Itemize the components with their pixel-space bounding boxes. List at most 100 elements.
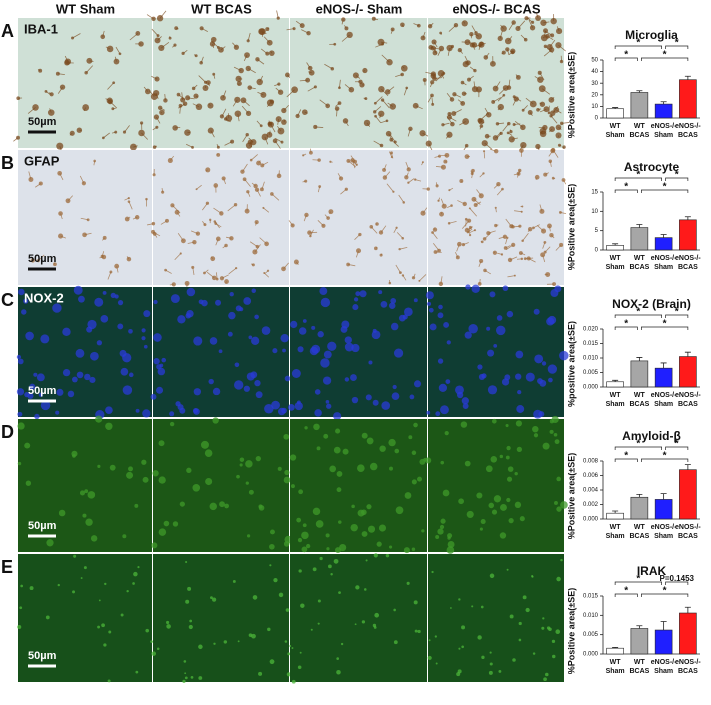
cell — [388, 302, 396, 309]
chart-title: Astrocyte — [624, 160, 680, 174]
cell-process — [154, 233, 158, 238]
cell — [62, 368, 71, 377]
cell — [511, 20, 516, 25]
cell-process — [432, 232, 438, 239]
significance-bracket — [614, 314, 662, 318]
cell — [458, 598, 461, 601]
cell-process — [459, 121, 466, 126]
cell — [518, 621, 522, 626]
cell-process — [330, 161, 333, 163]
cell-process — [462, 82, 467, 86]
cell — [271, 400, 280, 410]
cell-process — [561, 122, 570, 124]
cell-process — [248, 145, 253, 147]
cell-process — [415, 105, 423, 110]
cell-process — [449, 116, 457, 122]
cell-process — [277, 126, 282, 132]
cell-process — [549, 39, 556, 48]
cell-process — [206, 271, 215, 279]
cell-process — [297, 109, 302, 117]
x-tick-label: eNOS-/- — [651, 123, 677, 130]
x-tick-label: BCAS — [678, 401, 698, 408]
cell — [186, 287, 196, 297]
cell-process — [49, 108, 52, 113]
cell — [277, 466, 282, 471]
cell — [254, 314, 259, 320]
cell — [479, 527, 483, 531]
cell — [351, 504, 355, 509]
cell-process — [507, 275, 515, 278]
cell — [248, 489, 254, 495]
cell — [18, 288, 25, 296]
cell — [372, 623, 377, 628]
cell-process — [89, 60, 94, 62]
cell — [192, 483, 201, 492]
cell — [393, 608, 396, 612]
cell — [464, 331, 472, 339]
cell-process — [541, 88, 551, 95]
x-tick-label: Sham — [654, 132, 673, 139]
cell-process — [454, 93, 462, 98]
cell — [223, 640, 228, 644]
cell — [335, 428, 341, 434]
cell — [518, 638, 522, 642]
cell-process — [509, 129, 512, 132]
cell — [468, 323, 478, 334]
cell-process — [479, 125, 482, 130]
cell-process — [379, 113, 382, 119]
cell — [515, 420, 522, 427]
cell — [198, 299, 204, 305]
cell — [102, 290, 107, 295]
cell-process — [310, 229, 314, 237]
cell-process — [192, 103, 200, 108]
cell-process — [220, 46, 226, 51]
cell — [554, 439, 560, 445]
cell-process — [462, 220, 470, 229]
cell — [291, 369, 301, 378]
cell — [473, 203, 478, 208]
cell — [361, 432, 368, 439]
cell-process — [216, 144, 219, 148]
cell-process — [202, 202, 208, 211]
cell — [508, 517, 514, 524]
cell — [283, 476, 291, 484]
scale-bar-label: 50µm — [28, 520, 57, 532]
cell-process — [79, 175, 85, 184]
cell-process — [514, 123, 521, 125]
x-tick-label: Sham — [606, 132, 625, 139]
cell-process — [114, 56, 117, 62]
cell — [346, 262, 350, 267]
cell — [152, 145, 157, 149]
cell-process — [483, 151, 486, 159]
cell — [551, 415, 559, 424]
cell — [254, 379, 261, 387]
cell — [83, 566, 87, 570]
cell — [90, 351, 99, 361]
cell — [185, 313, 191, 319]
micrograph-background — [428, 150, 564, 285]
column-header: WT BCAS — [191, 1, 252, 16]
cell — [86, 218, 90, 222]
cell-process — [440, 198, 445, 207]
cell — [395, 506, 404, 515]
cell-process — [265, 270, 269, 274]
cell-process — [93, 160, 96, 166]
cell — [427, 301, 432, 306]
cell-process — [440, 73, 445, 79]
cell — [542, 442, 550, 450]
cell-process — [522, 105, 528, 111]
cell — [361, 620, 366, 624]
cell-process — [399, 246, 408, 250]
cell-process — [169, 283, 174, 286]
cell — [547, 364, 558, 374]
cell-process — [492, 97, 502, 103]
significance-bracket — [614, 45, 662, 49]
cell — [126, 589, 129, 593]
cell-process — [391, 152, 394, 159]
cell-process — [179, 105, 181, 114]
cell-process — [484, 270, 491, 275]
cell — [46, 539, 54, 547]
cell — [390, 297, 397, 304]
cell-process — [159, 107, 166, 111]
